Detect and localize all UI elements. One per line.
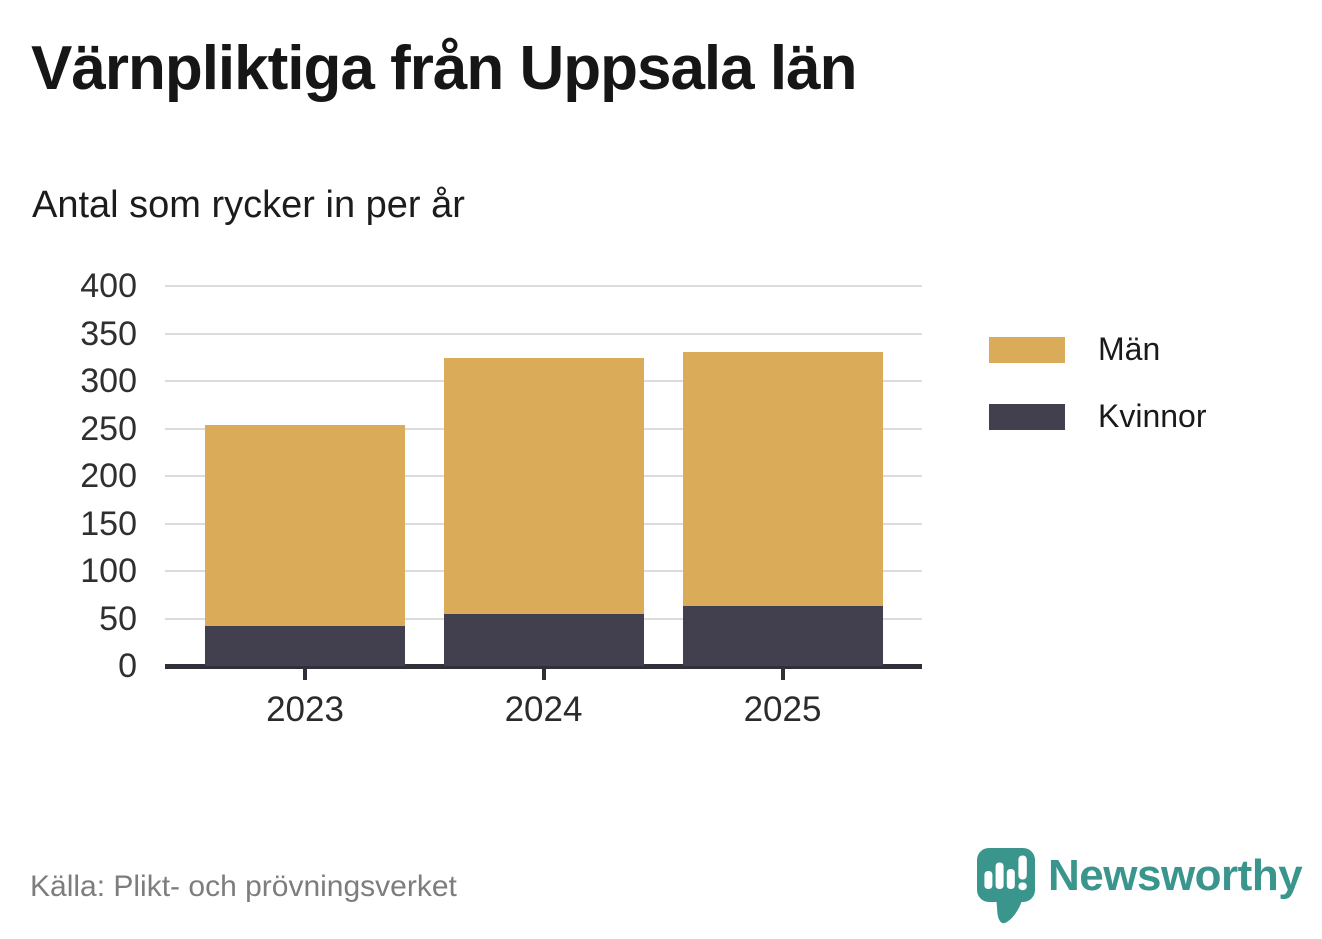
y-axis-tick-label-150: 150 bbox=[80, 504, 137, 543]
plot-area: 0 50 100 150 200 250 300 350 400 2023 2024 2025 bbox=[80, 267, 922, 729]
x-axis-tick-label-2024: 2024 bbox=[504, 690, 583, 729]
x-axis-tick-2023 bbox=[303, 668, 307, 680]
y-axis-tick-label-200: 200 bbox=[80, 457, 137, 495]
brand-logo: Newsworthy bbox=[977, 846, 1307, 928]
chart-subtitle: Antal som rycker in per år bbox=[32, 184, 465, 226]
bar-2025-kvinnor bbox=[682, 606, 883, 666]
source-note: Källa: Plikt- och prövningsverket bbox=[30, 870, 457, 903]
y-axis-tick-label-250: 250 bbox=[80, 409, 137, 448]
legend-label-women: Kvinnor bbox=[1098, 398, 1207, 434]
legend-swatch-men bbox=[989, 336, 1065, 363]
y-gridline-350 bbox=[165, 332, 922, 335]
chart-title: Värnpliktiga från Uppsala län bbox=[31, 34, 857, 103]
x-axis-line bbox=[165, 663, 922, 669]
x-axis-tick-2024 bbox=[541, 668, 546, 680]
x-axis-tick-2025 bbox=[780, 668, 785, 680]
bar-2023-kvinnor bbox=[205, 626, 405, 666]
y-axis-tick-label-100: 100 bbox=[80, 552, 137, 590]
y-axis-tick-label-50: 50 bbox=[99, 599, 137, 638]
legend-item-men: Män bbox=[989, 331, 1207, 368]
y-axis-tick-label-300: 300 bbox=[80, 362, 137, 400]
y-axis-tick-label-350: 350 bbox=[80, 314, 137, 353]
brand-wordmark: Newsworthy bbox=[1048, 851, 1303, 900]
y-axis-tick-label-400: 400 bbox=[80, 267, 137, 305]
legend-label-men: Män bbox=[1098, 331, 1161, 367]
newsworthy-logo-icon bbox=[977, 848, 1035, 924]
y-axis-tick-label-0: 0 bbox=[118, 647, 137, 685]
x-axis-tick-label-2023: 2023 bbox=[266, 690, 344, 729]
bar-2024-kvinnor bbox=[443, 613, 644, 666]
legend: Män Kvinnor bbox=[989, 331, 1207, 465]
bar-2023-män bbox=[205, 424, 405, 627]
legend-swatch-women bbox=[989, 403, 1065, 430]
y-gridline-400 bbox=[165, 285, 922, 287]
bar-2024-män bbox=[443, 358, 644, 614]
legend-item-women: Kvinnor bbox=[989, 398, 1207, 435]
x-axis-tick-label-2025: 2025 bbox=[743, 690, 822, 729]
bar-2025-män bbox=[682, 351, 883, 607]
